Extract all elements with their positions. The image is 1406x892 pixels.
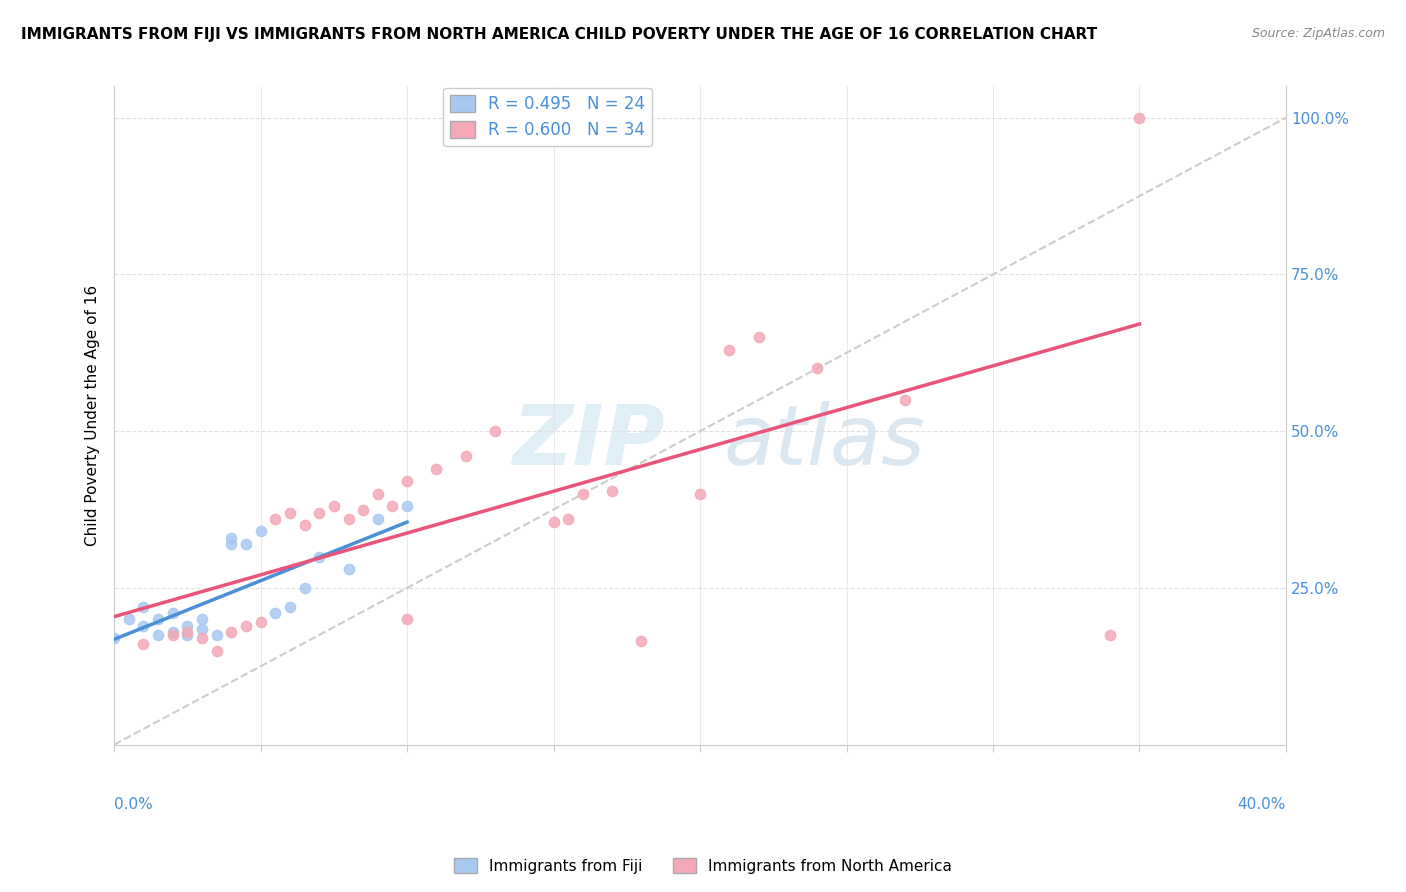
Point [132,637,155,651]
Point [396,475,419,489]
Point [367,512,389,526]
Point [352,502,374,516]
Legend: Immigrants from Fiji, Immigrants from North America: Immigrants from Fiji, Immigrants from No… [449,852,957,880]
Point [103,631,125,645]
Point [235,618,257,632]
Point [146,612,169,626]
Point [718,343,741,357]
Point [454,449,477,463]
Point [176,624,198,639]
Point [191,622,214,636]
Point [191,631,214,645]
Point [557,512,579,526]
Point [249,524,271,539]
Point [235,537,257,551]
Point [176,618,198,632]
Point [249,615,271,630]
Point [221,624,243,639]
Text: 40.0%: 40.0% [1237,797,1286,813]
Text: atlas: atlas [724,401,925,483]
Y-axis label: Child Poverty Under the Age of 16: Child Poverty Under the Age of 16 [86,285,100,546]
Point [132,599,155,614]
Point [894,392,917,407]
Point [294,518,316,533]
Point [264,606,287,620]
Point [484,424,506,438]
Point [748,330,770,344]
Point [367,487,389,501]
Point [205,628,228,642]
Point [162,606,184,620]
Point [689,487,711,501]
Point [308,506,330,520]
Text: Source: ZipAtlas.com: Source: ZipAtlas.com [1251,27,1385,40]
Point [381,500,404,514]
Point [205,643,228,657]
Point [1099,628,1122,642]
Point [264,512,287,526]
Point [337,512,360,526]
Point [294,581,316,595]
Point [162,628,184,642]
Point [806,361,828,376]
Point [176,628,198,642]
Point [162,624,184,639]
Point [630,634,652,648]
Point [1128,111,1150,125]
Text: IMMIGRANTS FROM FIJI VS IMMIGRANTS FROM NORTH AMERICA CHILD POVERTY UNDER THE AG: IMMIGRANTS FROM FIJI VS IMMIGRANTS FROM … [21,27,1097,42]
Point [600,483,623,498]
Point [278,599,301,614]
Point [308,549,330,564]
Point [572,487,595,501]
Point [543,515,565,529]
Text: ZIP: ZIP [512,401,665,483]
Point [221,531,243,545]
Point [278,506,301,520]
Legend: R = 0.495   N = 24, R = 0.600   N = 34: R = 0.495 N = 24, R = 0.600 N = 34 [443,88,652,146]
Text: 0.0%: 0.0% [114,797,153,813]
Point [337,562,360,576]
Point [425,462,447,476]
Point [191,612,214,626]
Point [221,537,243,551]
Point [396,500,419,514]
Point [322,500,344,514]
Point [132,618,155,632]
Point [396,612,419,626]
Point [118,612,141,626]
Point [146,628,169,642]
